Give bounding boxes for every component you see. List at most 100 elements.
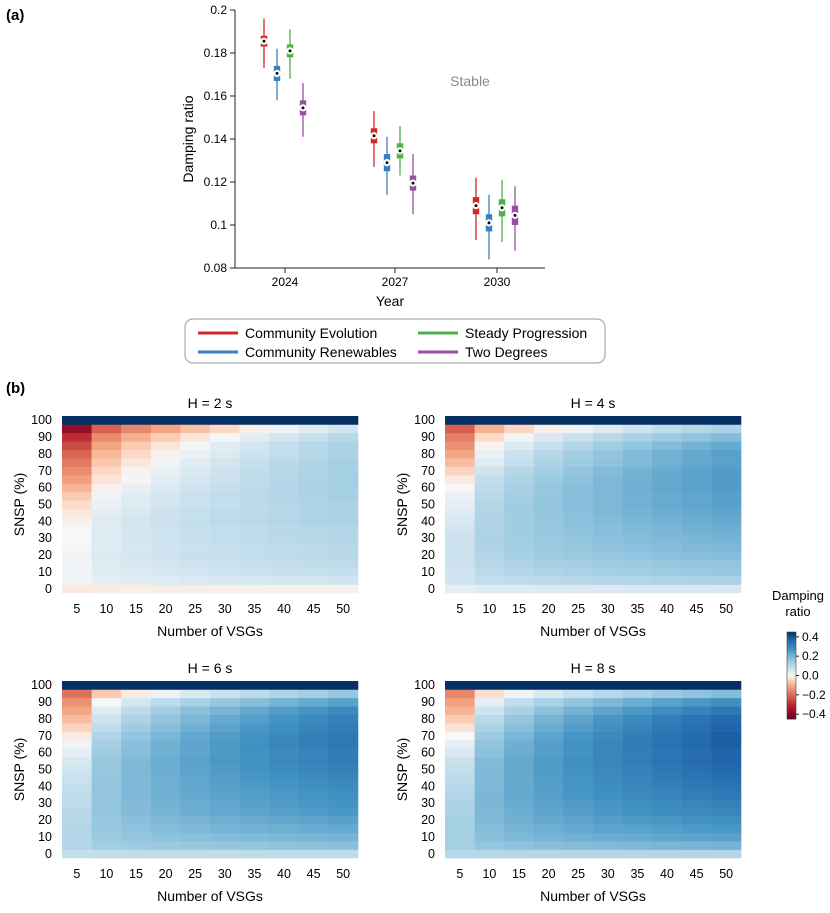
heatmap-y-tick-label: 40 [421, 779, 435, 793]
heatmap-cell [504, 534, 535, 543]
heatmap-cell [681, 782, 712, 791]
heatmap-cell [239, 748, 270, 758]
heatmap-cell [711, 824, 742, 834]
colorbar-segment [787, 708, 796, 711]
heatmap-cell [298, 832, 329, 842]
heatmap-cell [210, 525, 240, 535]
heatmap-cell [711, 815, 742, 825]
heatmap-cell [269, 483, 300, 493]
heatmap-cell [150, 815, 181, 825]
heatmap-cell [681, 681, 712, 690]
heatmap-cell [328, 697, 359, 707]
heatmap-cell [91, 508, 122, 518]
heatmap-cell [563, 491, 594, 501]
heatmap-cell [121, 790, 152, 800]
median-dot [474, 204, 478, 208]
heatmap-cell [445, 432, 475, 442]
heatmap-cell [91, 723, 122, 732]
heatmap-cell [474, 449, 505, 459]
heatmap-cell [445, 765, 475, 775]
heatmap-cell [622, 841, 653, 850]
heatmap-cell [239, 824, 270, 834]
heatmap-cell [62, 525, 92, 535]
heatmap-cell [652, 807, 683, 817]
colorbar-segment [787, 634, 796, 637]
heatmap-cell [210, 466, 240, 476]
heatmap-y-tick-label: 90 [38, 430, 52, 444]
heatmap-cell [711, 689, 742, 699]
heatmap-cell [474, 584, 505, 594]
colorbar-segment [787, 636, 796, 639]
heatmap-cell [239, 706, 270, 716]
heatmap-cell [150, 756, 181, 766]
colorbar-segment [787, 717, 796, 720]
heatmap-cell [563, 424, 594, 434]
heatmap-cell [180, 466, 211, 476]
heatmap-cell [62, 517, 92, 526]
heatmap-cell [62, 697, 92, 707]
heatmap-cell [681, 807, 712, 817]
heatmap-cell [269, 508, 300, 518]
heatmap-x-tick-label: 15 [512, 867, 526, 881]
median-dot [301, 106, 305, 110]
heatmap-y-tick-label: 30 [421, 796, 435, 810]
heatmap-cell [150, 723, 181, 732]
box-steady-progression-2030 [498, 179, 506, 243]
heatmap-cell [62, 534, 92, 543]
heatmap-cell [593, 441, 623, 451]
heatmap-cell [681, 849, 712, 859]
heatmap-cell [563, 832, 594, 842]
heatmap-cell [328, 731, 359, 741]
heatmap-cell [180, 475, 211, 484]
heatmap-cell [711, 542, 742, 552]
heatmap-cell [474, 849, 505, 859]
heatmap-y-tick-label: 30 [421, 531, 435, 545]
heatmap-cell [563, 567, 594, 577]
heatmap-cell [62, 475, 92, 484]
colorbar-segment [787, 650, 796, 653]
heatmap-cell [504, 799, 535, 808]
heatmap-cell [269, 458, 300, 467]
heatmap-cell [681, 584, 712, 594]
heatmap-cell [298, 706, 329, 716]
heatmap-cell [239, 756, 270, 766]
heatmap-cell [593, 799, 623, 808]
heatmap-cell [210, 740, 240, 749]
heatmap-cell [150, 790, 181, 800]
heatmap-cell [504, 740, 535, 749]
heatmap-cell [681, 832, 712, 842]
heatmap-cell [328, 483, 359, 493]
heatmap-y-tick-label: 0 [428, 847, 435, 861]
heatmap-cell [593, 584, 623, 594]
heatmap-cell [62, 723, 92, 732]
heatmap-x-tick-label: 45 [690, 867, 704, 881]
heatmap-cell [652, 815, 683, 825]
heatmap-cell [533, 534, 564, 543]
heatmap-cell [681, 424, 712, 434]
heatmap-cell [328, 740, 359, 749]
heatmap-cell [210, 748, 240, 758]
heatmap-cell [474, 832, 505, 842]
heatmap-x-tick-label: 20 [159, 867, 173, 881]
heatmap-cell [269, 782, 300, 791]
heatmap-cell [711, 559, 742, 569]
heatmap-cell [121, 849, 152, 859]
heatmap-cell [180, 824, 211, 834]
heatmap-cell [269, 815, 300, 825]
heatmap-y-tick-label: 100 [414, 413, 435, 427]
colorbar-label-line2: ratio [785, 604, 810, 619]
heatmap-cell [298, 723, 329, 732]
heatmap-cell [711, 432, 742, 442]
heatmap-cell [504, 458, 535, 467]
heatmap-cell [533, 576, 564, 585]
heatmap-cell [593, 706, 623, 716]
heatmap-cell [150, 740, 181, 749]
heatmap-cell [210, 576, 240, 585]
heatmap-cell [652, 424, 683, 434]
median-dot [288, 49, 292, 53]
heatmap-cell [593, 483, 623, 493]
heatmap-title: H = 4 s [571, 395, 616, 411]
heatmap-y-tick-label: 100 [31, 413, 52, 427]
heatmap-cell [180, 723, 211, 732]
heatmap-cell [563, 681, 594, 690]
